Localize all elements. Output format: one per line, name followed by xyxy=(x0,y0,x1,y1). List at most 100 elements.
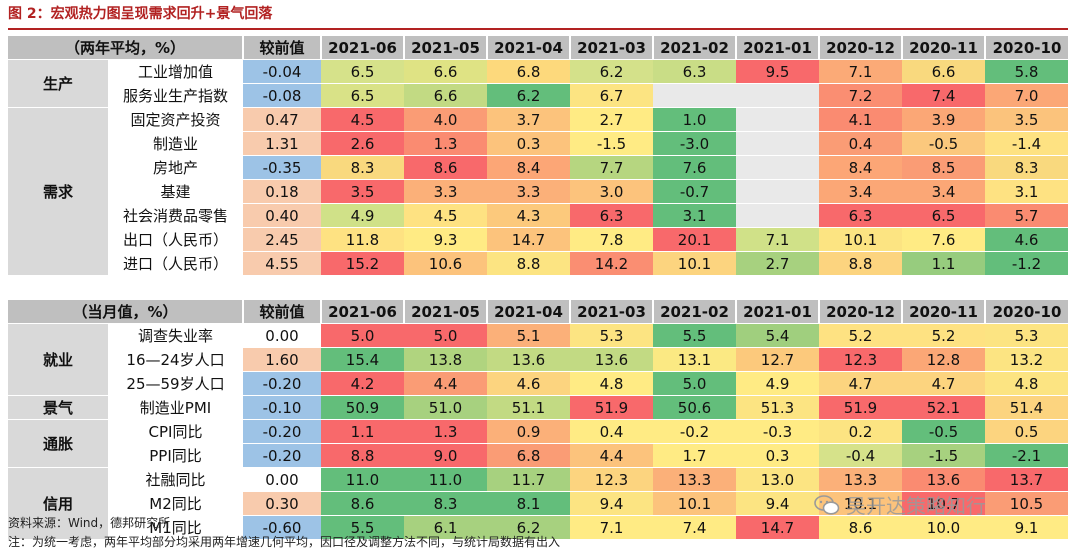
heat-cell: 3.4 xyxy=(819,179,902,204)
footnote: 注：为统一考虑，两年平均部分均采用两年增速几何平均，因口径及调整方法不同，与统计… xyxy=(8,535,561,549)
heat-cell: 50.6 xyxy=(653,395,736,420)
heat-cell: 0.2 xyxy=(819,419,902,444)
heat-cell: 3.5 xyxy=(321,179,404,204)
table-row: PPI同比 -0.20 8.8 9.0 6.8 4.4 1.7 0.3 -0.4 -1.5 -2.1 xyxy=(8,443,1068,468)
table-row: 就业 调查失业率 0.00 5.0 5.0 5.1 5.3 5.5 5.4 5.2 5.2 5.3 xyxy=(8,323,1068,396)
change-value: 1.31 xyxy=(243,131,321,156)
heat-cell: 4.6 xyxy=(985,227,1068,252)
group-label: 景气 xyxy=(8,395,108,420)
heat-cell xyxy=(736,107,819,132)
heat-cell: 6.6 xyxy=(404,83,487,108)
heat-cell: 7.4 xyxy=(902,83,985,108)
row-label: 25—59岁人口 xyxy=(108,371,243,396)
heat-cell: 7.0 xyxy=(985,83,1068,108)
month-header: 2020-10 xyxy=(984,299,1068,324)
heat-cell: 12.8 xyxy=(902,347,985,372)
heat-cell: 3.1 xyxy=(653,203,736,228)
heat-cell: 1.3 xyxy=(404,131,487,156)
change-value: 0.30 xyxy=(243,491,321,516)
heat-cell: 11.8 xyxy=(321,227,404,252)
heat-cell: 51.0 xyxy=(404,395,487,420)
group-label: 信用 xyxy=(8,467,108,540)
heat-cell: 6.2 xyxy=(487,83,570,108)
change-value: -0.20 xyxy=(243,419,321,444)
month-header: 2021-06 xyxy=(320,36,404,60)
heat-cell: 11.0 xyxy=(404,467,487,492)
table-row: 制造业 1.31 2.6 1.3 0.3 -1.5 -3.0 0.4 -0.5 -1.4 xyxy=(8,131,1068,156)
heat-cell: 7.4 xyxy=(653,515,736,540)
heat-cell: 8.4 xyxy=(487,155,570,180)
row-label: 进口（人民币） xyxy=(108,251,243,276)
heat-cell: 7.7 xyxy=(570,155,653,180)
heat-cell: 4.9 xyxy=(321,203,404,228)
heat-cell: -0.5 xyxy=(902,419,985,444)
heat-cell: 11.7 xyxy=(487,467,570,492)
heat-cell: 7.1 xyxy=(819,59,902,84)
heat-cell: 51.1 xyxy=(487,395,570,420)
month-header: 2021-05 xyxy=(403,299,487,324)
heat-cell: 2.7 xyxy=(570,107,653,132)
section-header-row: （两年平均，%） 较前值 2021-06 2021-05 2021-04 2021-03 2… xyxy=(8,36,1068,60)
month-header: 2020-11 xyxy=(901,299,985,324)
heat-cell: 13.6 xyxy=(487,347,570,372)
row-label: 制造业PMI xyxy=(108,395,243,420)
heat-cell: 13.3 xyxy=(653,467,736,492)
heat-cell xyxy=(736,83,819,108)
month-header: 2021-05 xyxy=(403,36,487,60)
heat-cell: -0.4 xyxy=(819,443,902,468)
change-value: -0.08 xyxy=(243,83,321,108)
heat-cell: 6.5 xyxy=(321,59,404,84)
heat-cell: 5.5 xyxy=(321,515,404,540)
row-label: 制造业 xyxy=(108,131,243,156)
month-header: 2020-11 xyxy=(901,36,985,60)
figure-title: 图 2：宏观热力图呈现需求回升+景气回落 xyxy=(8,6,273,22)
heat-cell: 5.0 xyxy=(653,371,736,396)
heat-cell: 13.6 xyxy=(570,347,653,372)
change-value: -0.35 xyxy=(243,155,321,180)
heat-cell xyxy=(736,155,819,180)
table-row: 信用 社融同比 0.00 11.0 11.0 11.7 12.3 13.3 13.0 13.3 13… xyxy=(8,467,1068,540)
row-label: M1同比 xyxy=(108,515,243,540)
heat-cell: 3.3 xyxy=(404,179,487,204)
heat-cell: 5.1 xyxy=(487,323,570,348)
heat-cell: 5.0 xyxy=(404,323,487,348)
heat-cell: 14.7 xyxy=(736,515,819,540)
heat-cell: 15.4 xyxy=(321,347,404,372)
heat-cell: 13.3 xyxy=(819,467,902,492)
heat-cell: 4.1 xyxy=(819,107,902,132)
heat-cell: 8.3 xyxy=(321,155,404,180)
heat-cell: 13.8 xyxy=(404,347,487,372)
heat-cell: -1.5 xyxy=(570,131,653,156)
table-row: 需求 固定资产投资 0.47 4.5 4.0 3.7 2.7 1.0 4.1 3.9 3.5 xyxy=(8,107,1068,276)
heat-cell: 8.3 xyxy=(985,155,1068,180)
heat-cell: -0.7 xyxy=(653,179,736,204)
table-row: 通胀 CPI同比 -0.20 1.1 1.3 0.9 0.4 -0.2 -0.3 0.2 -0.5 0… xyxy=(8,419,1068,468)
change-value: 0.47 xyxy=(243,107,321,132)
heat-cell: 1.1 xyxy=(321,419,404,444)
heat-cell: 12.3 xyxy=(570,467,653,492)
heat-cell: 3.7 xyxy=(487,107,570,132)
heat-cell: 6.7 xyxy=(570,83,653,108)
heat-cell: 0.4 xyxy=(819,131,902,156)
heat-cell: 4.5 xyxy=(321,107,404,132)
heat-cell: 4.9 xyxy=(736,371,819,396)
heat-cell: 13.0 xyxy=(736,467,819,492)
heat-cell xyxy=(736,131,819,156)
heat-cell: 50.9 xyxy=(321,395,404,420)
heat-cell: 52.1 xyxy=(902,395,985,420)
heat-cell: 5.8 xyxy=(985,59,1068,84)
row-label: 房地产 xyxy=(108,155,243,180)
heat-cell: 12.3 xyxy=(819,347,902,372)
change-value: 0.00 xyxy=(243,467,321,492)
heat-cell xyxy=(736,179,819,204)
heat-cell: 10.1 xyxy=(819,227,902,252)
heat-cell: -0.5 xyxy=(902,131,985,156)
heat-cell: 0.9 xyxy=(487,419,570,444)
heat-cell xyxy=(653,83,736,108)
change-value: -0.60 xyxy=(243,515,321,540)
heat-cell: 1.7 xyxy=(653,443,736,468)
heat-cell: 6.3 xyxy=(819,203,902,228)
heat-cell: 4.5 xyxy=(404,203,487,228)
change-header: 较前值 xyxy=(242,299,321,324)
heat-cell: 7.1 xyxy=(570,515,653,540)
